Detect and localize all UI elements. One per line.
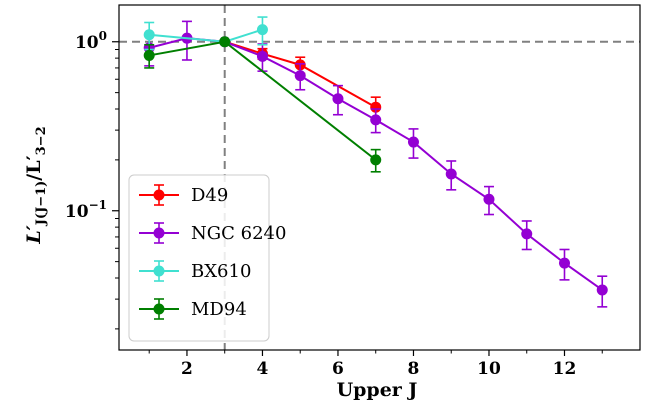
legend-label-ngc-6240: NGC 6240: [191, 223, 286, 244]
series-layer: [143, 16, 608, 308]
x-tick-label: 6: [332, 359, 344, 379]
data-point-ngc-6240: [332, 93, 344, 105]
x-tick-label: 10: [477, 359, 501, 379]
x-tick-label: 4: [257, 359, 269, 379]
legend-marker-ngc-6240: [153, 227, 165, 239]
legend-marker-md94: [153, 303, 165, 315]
y-tick-label: 10−1: [65, 198, 107, 222]
y-tick-exponent: 0: [99, 29, 107, 43]
legend-label-bx610: BX610: [191, 261, 251, 282]
data-point-bx610: [143, 29, 155, 41]
legend-marker-d49: [153, 189, 165, 201]
data-point-md94: [370, 154, 382, 166]
legend-entry-bx610: BX610: [139, 260, 251, 282]
data-point-ngc-6240: [294, 70, 306, 82]
data-point-d49: [370, 101, 382, 113]
data-point-ngc-6240: [256, 50, 268, 62]
y-label-slash: /L′: [23, 155, 45, 180]
y-label-sub: J(J−1): [34, 181, 49, 227]
data-point-ngc-6240: [483, 193, 495, 205]
data-point-bx610: [256, 24, 268, 36]
data-point-ngc-6240: [558, 257, 570, 269]
legend-entry-ngc-6240: NGC 6240: [139, 222, 286, 244]
y-tick-base: 10: [65, 202, 89, 222]
legend-entry-d49: D49: [139, 184, 228, 206]
data-point-md94: [219, 36, 231, 48]
y-tick-exponent: −1: [89, 198, 107, 212]
x-tick-label: 12: [553, 359, 577, 379]
legend-label-d49: D49: [191, 185, 228, 206]
legend-entry-md94: MD94: [139, 298, 247, 320]
y-tick-base: 10: [75, 33, 99, 53]
y-label-sub2: 3−2: [34, 126, 49, 155]
legend-marker-bx610: [153, 265, 165, 277]
series-md94: [143, 36, 382, 173]
plot-frame: [118, 4, 641, 351]
data-point-ngc-6240: [370, 114, 382, 126]
y-tick-label: 100: [75, 29, 107, 53]
y-axis-label: L′J(J−1)/L′3−2: [23, 126, 49, 244]
x-tick-label: 8: [408, 359, 420, 379]
data-point-ngc-6240: [407, 136, 419, 148]
y-label-main: L′: [23, 225, 45, 244]
x-axis-label: Upper J: [337, 379, 418, 401]
data-point-ngc-6240: [521, 228, 533, 240]
data-point-ngc-6240: [445, 168, 457, 180]
data-point-ngc-6240: [596, 284, 608, 296]
legend: D49 NGC 6240 BX610 MD94: [128, 174, 286, 342]
data-point-md94: [143, 49, 155, 61]
legend-label-md94: MD94: [191, 299, 247, 320]
x-tick-label: 2: [181, 359, 193, 379]
